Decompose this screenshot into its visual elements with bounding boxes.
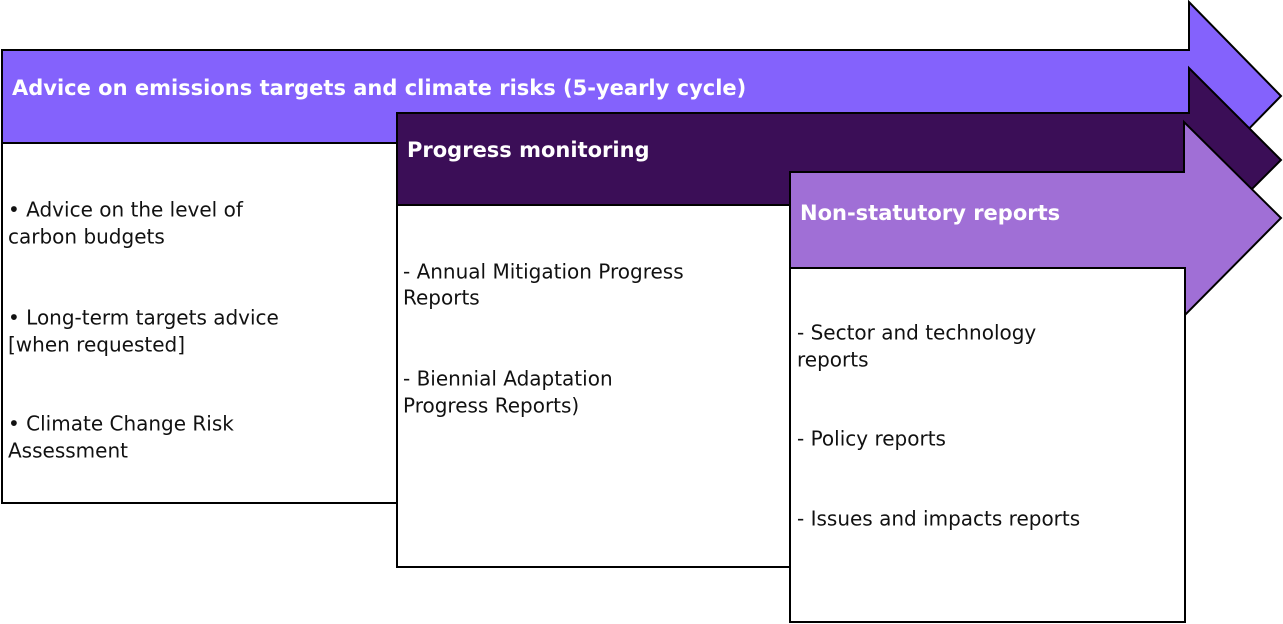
list-item: - Policy reports xyxy=(797,427,946,451)
list-item: [when requested] xyxy=(8,333,185,357)
list-item: - Issues and impacts reports xyxy=(797,507,1080,531)
list-item: - Sector and technology xyxy=(797,321,1036,345)
list-item: • Long-term targets advice xyxy=(8,306,279,330)
list-item: Assessment xyxy=(8,439,128,463)
arrow-title: Advice on emissions targets and climate … xyxy=(12,76,746,100)
box xyxy=(789,267,1186,623)
box xyxy=(396,204,793,568)
list-item: - Annual Mitigation Progress xyxy=(403,260,684,284)
box xyxy=(1,142,398,504)
arrow-title: Non-statutory reports xyxy=(800,201,1060,225)
list-item: • Advice on the level of xyxy=(8,198,244,222)
list-item: Reports xyxy=(403,286,480,310)
list-item: - Biennial Adaptation xyxy=(403,367,613,391)
list-item: reports xyxy=(797,348,869,372)
list-item: • Climate Change Risk xyxy=(8,412,234,436)
list-item: Progress Reports) xyxy=(403,394,579,418)
arrow-title: Progress monitoring xyxy=(407,138,650,162)
list-item: carbon budgets xyxy=(8,225,165,249)
